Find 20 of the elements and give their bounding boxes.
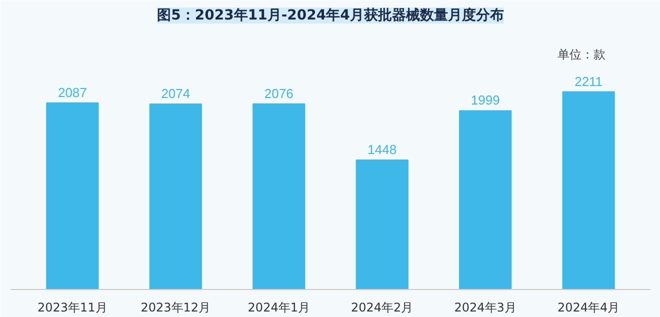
- bar: [149, 104, 202, 290]
- data-label: 2211: [574, 74, 603, 89]
- x-tick-label: 2024年2月: [351, 300, 414, 314]
- data-label: 1448: [368, 142, 397, 158]
- data-label: 2087: [58, 84, 87, 100]
- x-tick-label: 2024年3月: [454, 300, 516, 314]
- x-tick-label: 2024年1月: [248, 300, 310, 314]
- bar: [252, 103, 306, 290]
- text: 单位：款: [558, 48, 606, 62]
- bar: [562, 91, 615, 290]
- x-tick-label: 2023年11月: [38, 300, 108, 314]
- bar: [459, 110, 512, 290]
- chart-title: 图5：2023年11月-2024年4月获批器械数量月度分布: [157, 6, 504, 24]
- bar: [356, 160, 408, 290]
- data-label: 2074: [161, 86, 190, 102]
- data-label: 2076: [264, 86, 294, 101]
- data-label: 1999: [470, 92, 500, 108]
- x-tick-label: 2023年12月: [140, 300, 211, 314]
- x-tick-label: 2024年4月: [557, 300, 620, 314]
- bar: [46, 102, 99, 290]
